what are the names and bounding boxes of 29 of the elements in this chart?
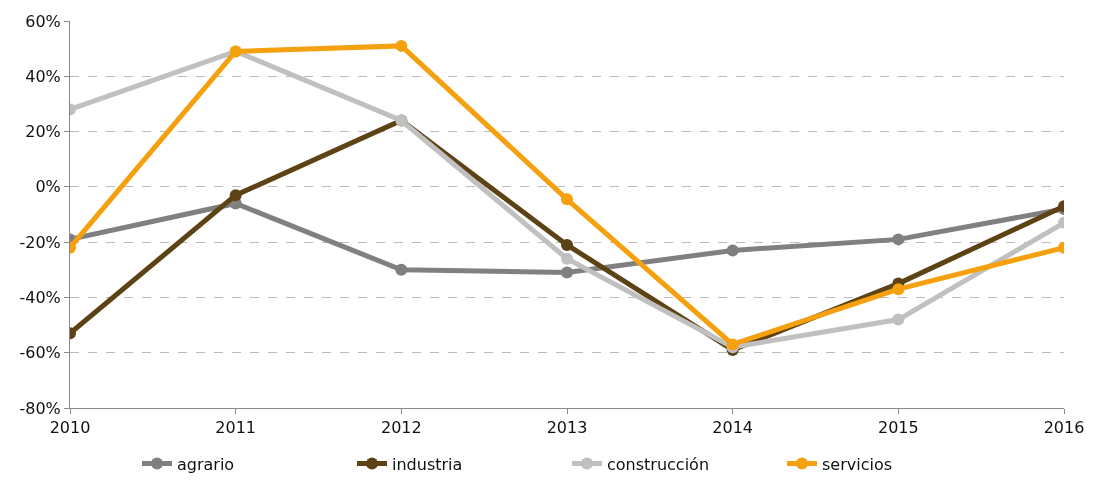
- point: [892, 283, 905, 296]
- x-tick-label: 2013: [546, 418, 588, 438]
- x-tick-label: 2012: [380, 418, 422, 438]
- y-tick-label: -80%: [19, 398, 61, 418]
- legend-label: industria: [392, 454, 463, 474]
- point: [395, 263, 408, 276]
- x-tick-label: 2014: [712, 418, 754, 438]
- y-tick-label: 0%: [35, 177, 61, 197]
- point: [561, 266, 573, 279]
- x-tick-label: 2011: [215, 418, 257, 438]
- legend-label: construcción: [607, 454, 710, 474]
- point: [395, 39, 408, 52]
- y-tick-label: 40%: [25, 66, 61, 86]
- y-tick-label: -20%: [19, 232, 61, 252]
- point: [561, 193, 573, 206]
- point: [726, 244, 739, 257]
- legend-label: servicios: [822, 454, 893, 474]
- legend-label: agrario: [177, 454, 235, 474]
- y-tick-label: 20%: [25, 122, 61, 142]
- x-tick-label: 2015: [877, 418, 919, 438]
- y-tick-label: -60%: [19, 343, 61, 363]
- point: [892, 313, 905, 326]
- point: [561, 238, 573, 251]
- x-tick-label: 2010: [49, 418, 91, 438]
- x-tick-label: 2016: [1043, 418, 1085, 438]
- point: [892, 233, 905, 246]
- point: [561, 252, 573, 265]
- y-tick-label: 60%: [25, 11, 61, 31]
- y-tick-label: -40%: [19, 288, 61, 308]
